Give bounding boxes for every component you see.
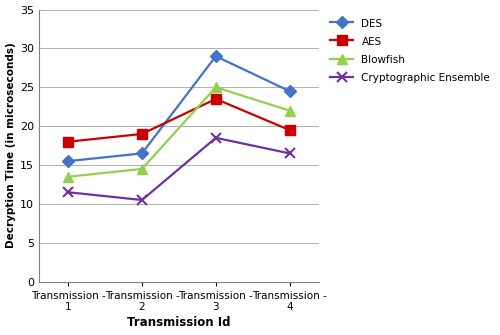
AES: [65, 140, 71, 144]
Legend: DES, AES, Blowfish, Cryptographic Ensemble: DES, AES, Blowfish, Cryptographic Ensemb…: [327, 15, 494, 86]
AES: [286, 128, 292, 132]
AES: [139, 132, 145, 136]
Blowfish: [286, 109, 292, 113]
Cryptographic Ensemble: [139, 198, 145, 202]
DES: [65, 159, 71, 163]
DES: [213, 54, 219, 58]
Line: DES: DES: [64, 52, 294, 165]
DES: [286, 89, 292, 93]
Blowfish: [139, 167, 145, 171]
Cryptographic Ensemble: [65, 190, 71, 194]
Line: AES: AES: [64, 94, 294, 147]
X-axis label: Transmission Id: Transmission Id: [127, 317, 230, 329]
Y-axis label: Decryption Time (in microseconds): Decryption Time (in microseconds): [6, 43, 16, 249]
AES: [213, 97, 219, 101]
Cryptographic Ensemble: [286, 151, 292, 155]
Line: Cryptographic Ensemble: Cryptographic Ensemble: [64, 133, 294, 205]
DES: [139, 151, 145, 155]
Cryptographic Ensemble: [213, 136, 219, 140]
Line: Blowfish: Blowfish: [64, 82, 294, 182]
Blowfish: [213, 85, 219, 89]
Blowfish: [65, 175, 71, 179]
